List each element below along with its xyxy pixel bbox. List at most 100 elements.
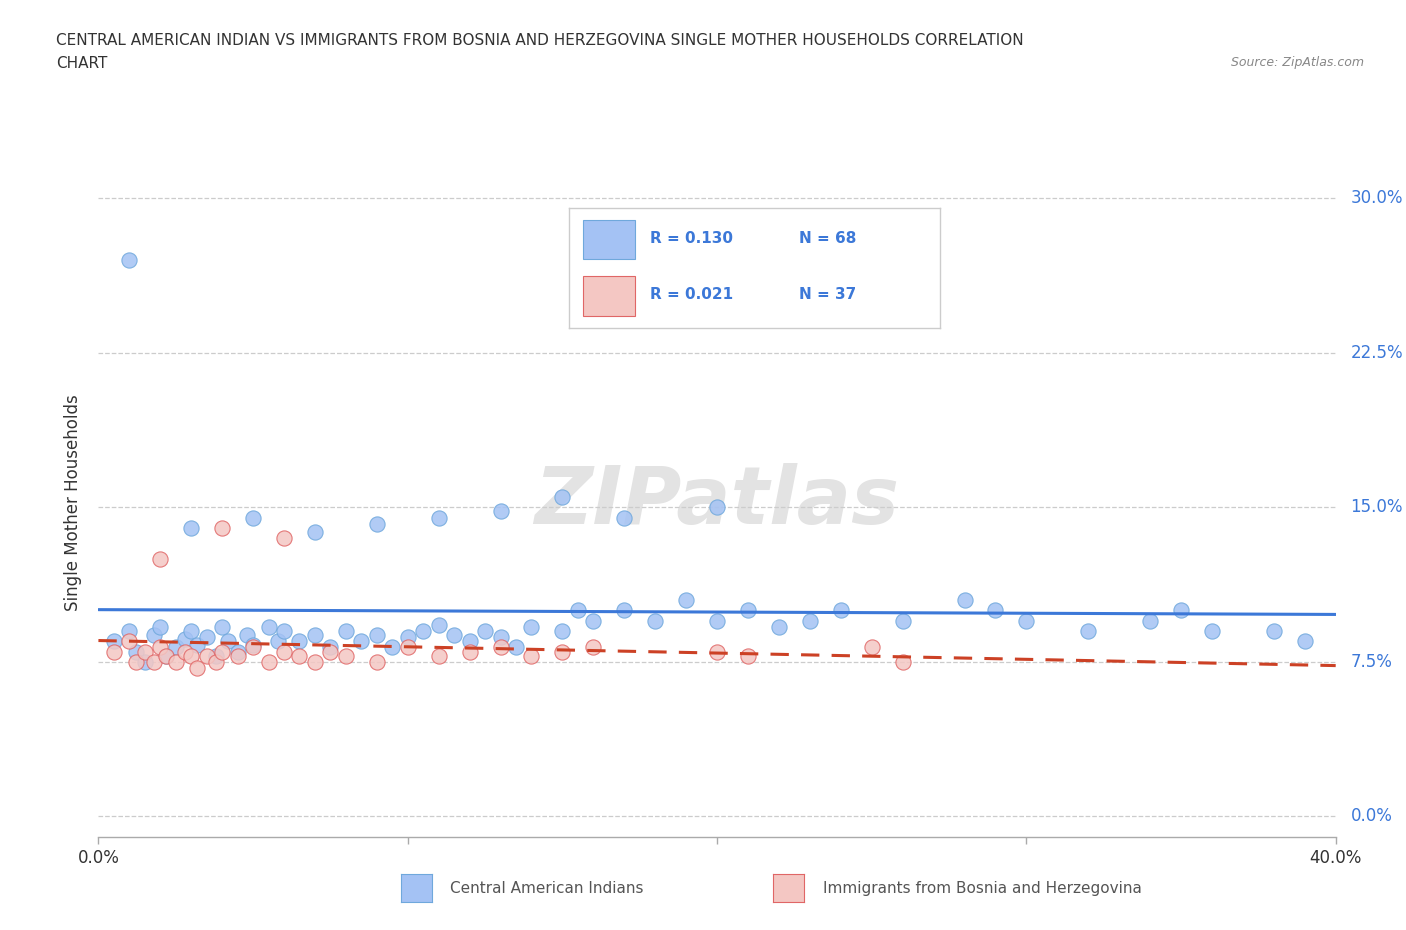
Point [458,644,481,659]
Text: 0.0%: 0.0% [1351,807,1392,826]
Point [273,623,295,638]
Point [211,644,233,659]
Point [489,640,512,655]
Point [1201,623,1223,638]
Point [1077,623,1099,638]
Point [134,655,156,670]
Point [1015,613,1038,628]
Point [1294,634,1316,649]
Point [799,613,821,628]
Point [155,648,177,663]
Point [226,644,249,659]
Point [174,631,197,646]
Point [304,628,326,643]
Text: 15.0%: 15.0% [1351,498,1403,516]
Point [217,634,239,649]
Point [180,521,202,536]
Point [205,648,228,663]
Point [335,623,357,638]
Point [242,511,264,525]
Point [134,644,156,659]
Point [149,619,172,634]
Point [396,630,419,644]
Point [257,619,280,634]
Point [366,655,388,670]
Point [396,640,419,655]
Point [489,504,512,519]
Point [124,644,146,659]
Point [381,640,404,655]
Point [520,648,543,663]
Point [644,613,666,628]
Point [195,630,218,644]
Point [180,648,202,663]
Point [706,644,728,659]
Point [124,655,146,670]
Point [613,511,636,525]
Point [118,623,141,638]
Point [118,634,141,649]
Point [304,655,326,670]
Point [211,619,233,634]
Point [143,655,166,670]
Text: CHART: CHART [56,56,108,71]
Point [1263,623,1285,638]
Point [366,516,388,531]
Point [551,644,574,659]
Text: ZIPatlas: ZIPatlas [534,463,900,541]
Point [953,592,976,607]
Point [412,623,434,638]
Point [195,648,218,663]
Point [155,648,177,663]
Point [304,525,326,539]
Point [567,603,589,618]
Y-axis label: Single Mother Households: Single Mother Households [65,393,83,611]
Point [737,648,759,663]
Point [180,623,202,638]
Point [165,655,187,670]
Point [211,521,233,536]
Text: 7.5%: 7.5% [1351,653,1392,671]
Point [174,644,197,659]
Point [551,489,574,504]
Point [143,628,166,643]
Text: 30.0%: 30.0% [1351,190,1403,207]
Point [675,592,697,607]
Point [273,644,295,659]
Point [427,511,450,525]
Point [267,634,290,649]
Point [118,253,141,268]
Text: Immigrants from Bosnia and Herzegovina: Immigrants from Bosnia and Herzegovina [823,881,1142,896]
Point [768,619,790,634]
Point [891,613,914,628]
Point [165,640,187,655]
Point [1139,613,1161,628]
Text: CENTRAL AMERICAN INDIAN VS IMMIGRANTS FROM BOSNIA AND HERZEGOVINA SINGLE MOTHER : CENTRAL AMERICAN INDIAN VS IMMIGRANTS FR… [56,33,1024,47]
Text: 22.5%: 22.5% [1351,344,1403,362]
Point [236,628,259,643]
Point [273,531,295,546]
Point [582,640,605,655]
Point [737,603,759,618]
Point [706,613,728,628]
Point [205,655,228,670]
Point [288,634,311,649]
Point [891,655,914,670]
Point [489,630,512,644]
Point [427,618,450,632]
Point [319,640,342,655]
Point [427,648,450,663]
Point [149,640,172,655]
Point [288,648,311,663]
Point [860,640,883,655]
Point [706,500,728,515]
Point [186,638,208,653]
Point [613,603,636,618]
Point [984,603,1007,618]
Point [257,655,280,670]
Point [443,628,465,643]
Point [319,644,342,659]
Point [350,634,373,649]
Point [458,634,481,649]
Point [242,638,264,653]
